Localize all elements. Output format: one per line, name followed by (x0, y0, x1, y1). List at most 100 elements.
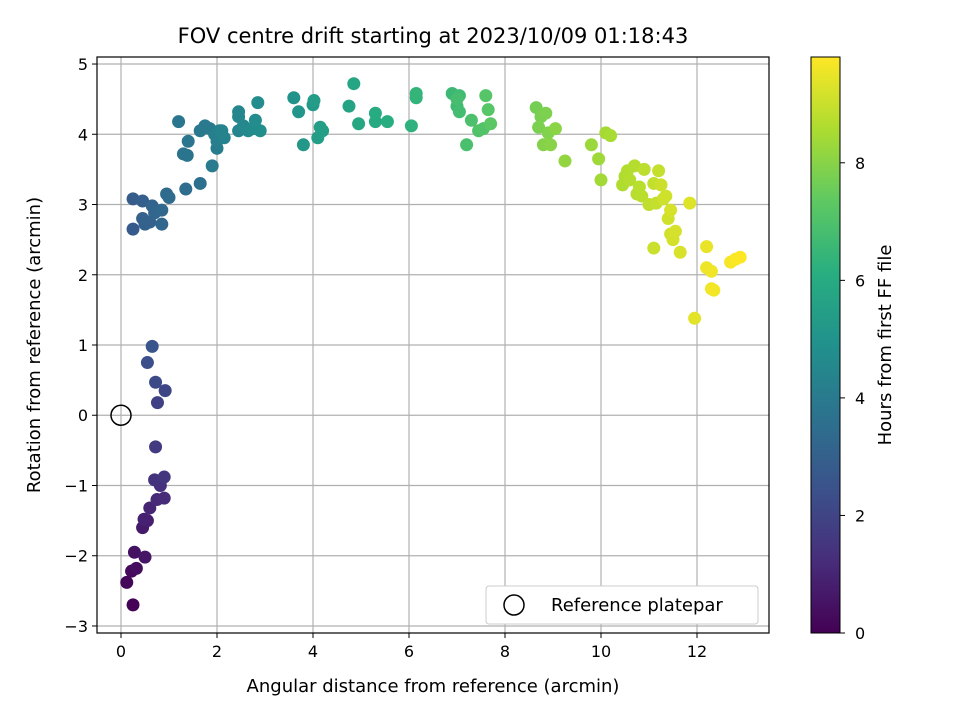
data-point (137, 512, 151, 526)
data-point (539, 106, 553, 120)
data-point (700, 240, 714, 254)
data-point (316, 124, 330, 138)
data-point (409, 87, 423, 101)
data-point (342, 99, 356, 113)
data-point (484, 117, 498, 131)
y-axis-label: Rotation from reference (arcmin) (24, 197, 45, 493)
colorbar-gradient (810, 56, 841, 634)
data-point (548, 122, 562, 136)
data-point (143, 501, 157, 515)
y-tick-label: 3 (78, 196, 88, 215)
data-point (352, 117, 366, 131)
data-point (149, 375, 163, 389)
data-point (404, 119, 418, 133)
data-point (594, 173, 608, 187)
data-point (248, 113, 262, 127)
data-point (155, 203, 169, 217)
data-point (664, 203, 678, 217)
data-point (172, 115, 186, 129)
chart-title: FOV centre drift starting at 2023/10/09 … (178, 24, 689, 48)
data-point (635, 189, 649, 203)
x-axis-ticks: 0 2 4 6 8 10 12 (116, 633, 707, 661)
x-tick-label: 6 (404, 642, 414, 661)
data-point (232, 105, 246, 119)
y-tick-label: −3 (64, 617, 88, 636)
data-point (307, 94, 321, 108)
data-point (179, 182, 193, 196)
data-point (129, 561, 143, 575)
data-point (140, 356, 154, 370)
data-point (136, 194, 150, 208)
data-point (704, 264, 718, 278)
x-axis-label: Angular distance from reference (arcmin) (247, 676, 620, 697)
data-point (149, 440, 163, 454)
colorbar-ticks: 0 2 4 6 8 (840, 154, 865, 643)
data-point (683, 196, 697, 210)
data-point (126, 222, 140, 236)
y-tick-label: 0 (78, 406, 88, 425)
data-point (155, 217, 169, 231)
data-point (157, 470, 171, 484)
y-tick-label: 1 (78, 336, 88, 355)
data-point (647, 241, 661, 255)
data-point (659, 189, 673, 203)
grid-lines (97, 57, 769, 633)
data-point (688, 311, 702, 325)
data-point (180, 148, 194, 162)
data-point (145, 339, 159, 353)
colorbar-tick-label: 6 (855, 271, 865, 290)
data-point (150, 396, 164, 410)
y-tick-label: 2 (78, 266, 88, 285)
data-point (120, 575, 134, 589)
colorbar: 0 2 4 6 8 Hours from first FF file (810, 56, 896, 643)
data-point (126, 598, 140, 612)
data-point (452, 105, 466, 119)
y-tick-label: −2 (64, 547, 88, 566)
colorbar-tick-label: 8 (855, 154, 865, 173)
data-point (460, 138, 474, 152)
data-point (138, 550, 152, 564)
data-point (604, 129, 618, 143)
data-point (181, 134, 195, 148)
data-point (215, 124, 229, 138)
data-point (292, 105, 306, 119)
data-point (380, 115, 394, 129)
x-tick-label: 8 (500, 642, 510, 661)
legend-box (485, 585, 759, 625)
colorbar-tick-label: 2 (855, 506, 865, 525)
legend-entry: Reference platepar (551, 595, 723, 616)
colorbar-tick-label: 0 (855, 624, 865, 643)
y-tick-label: −1 (64, 476, 88, 495)
data-point (479, 89, 493, 103)
data-point (251, 96, 265, 110)
data-point (127, 545, 141, 559)
y-tick-label: 4 (78, 125, 88, 144)
data-point (296, 138, 310, 152)
data-points (120, 77, 747, 612)
x-tick-label: 4 (308, 642, 318, 661)
x-tick-label: 2 (212, 642, 222, 661)
data-point (157, 491, 171, 505)
legend: Reference platepar (485, 585, 759, 625)
data-point (544, 138, 558, 152)
data-point (584, 138, 598, 152)
data-point (637, 162, 651, 176)
data-point (623, 173, 637, 187)
data-point (733, 250, 747, 264)
data-point (558, 154, 572, 168)
data-point (450, 92, 464, 106)
data-point (481, 103, 495, 117)
data-point (162, 190, 176, 204)
data-point (193, 176, 207, 190)
x-tick-label: 12 (687, 642, 707, 661)
x-tick-label: 0 (116, 642, 126, 661)
data-point (347, 77, 361, 91)
data-point (464, 113, 478, 127)
data-point (253, 124, 267, 138)
data-point (668, 224, 682, 238)
reference-marker (110, 404, 132, 426)
data-point (652, 164, 666, 178)
data-point (673, 245, 687, 259)
x-tick-label: 10 (591, 642, 611, 661)
